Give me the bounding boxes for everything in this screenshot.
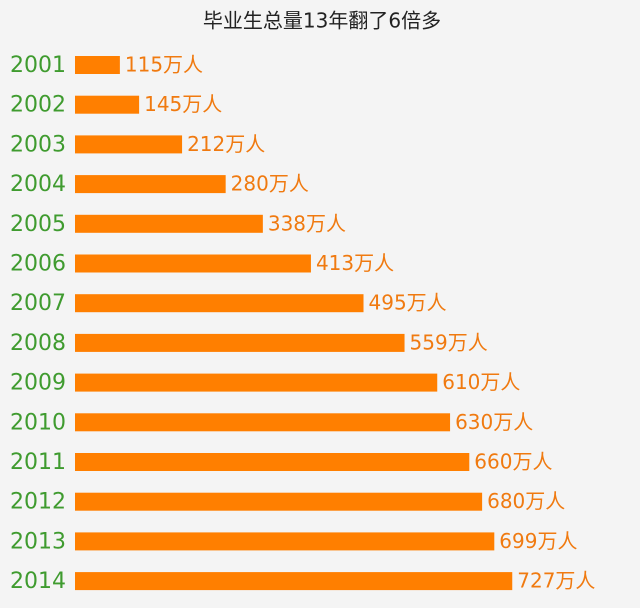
value-label: 680万人 <box>487 489 565 513</box>
y-tick-label: 2001 <box>10 53 66 78</box>
bar <box>75 373 438 392</box>
bar <box>75 333 405 352</box>
bar <box>75 572 513 591</box>
y-tick-label: 2002 <box>10 93 66 118</box>
y-tick-label: 2005 <box>10 212 66 237</box>
y-tick-label: 2012 <box>10 490 66 515</box>
value-label: 145万人 <box>144 92 222 116</box>
value-label: 699万人 <box>499 529 577 553</box>
bar <box>75 135 183 154</box>
bar <box>75 254 311 273</box>
y-tick-label: 2007 <box>10 291 66 316</box>
value-label: 115万人 <box>125 53 203 77</box>
value-label: 559万人 <box>410 330 488 354</box>
bar <box>75 214 263 233</box>
value-label: 413万人 <box>316 251 394 275</box>
y-tick-label: 2008 <box>10 331 66 356</box>
value-label: 610万人 <box>442 370 520 394</box>
value-label: 212万人 <box>187 132 265 156</box>
value-label: 660万人 <box>474 450 552 474</box>
value-label: 495万人 <box>369 291 447 315</box>
bar <box>75 95 140 114</box>
y-tick-label: 2013 <box>10 529 66 554</box>
value-label: 280万人 <box>231 172 309 196</box>
bar <box>75 175 226 194</box>
value-label: 727万人 <box>517 569 595 593</box>
y-tick-label: 2003 <box>10 132 66 157</box>
y-tick-label: 2004 <box>10 172 66 197</box>
y-tick-label: 2009 <box>10 371 66 396</box>
y-tick-label: 2010 <box>10 410 66 435</box>
value-label: 338万人 <box>268 211 346 235</box>
y-tick-label: 2011 <box>10 450 66 475</box>
bar <box>75 453 470 471</box>
bar <box>75 413 451 432</box>
bar <box>75 532 495 551</box>
value-label: 630万人 <box>455 410 533 434</box>
bar <box>75 56 120 74</box>
bar <box>75 294 364 313</box>
y-tick-label: 2014 <box>10 569 66 594</box>
bar <box>75 492 483 511</box>
y-tick-label: 2006 <box>10 252 66 277</box>
chart-title: 毕业生总量13年翻了6倍多 <box>203 9 441 33</box>
